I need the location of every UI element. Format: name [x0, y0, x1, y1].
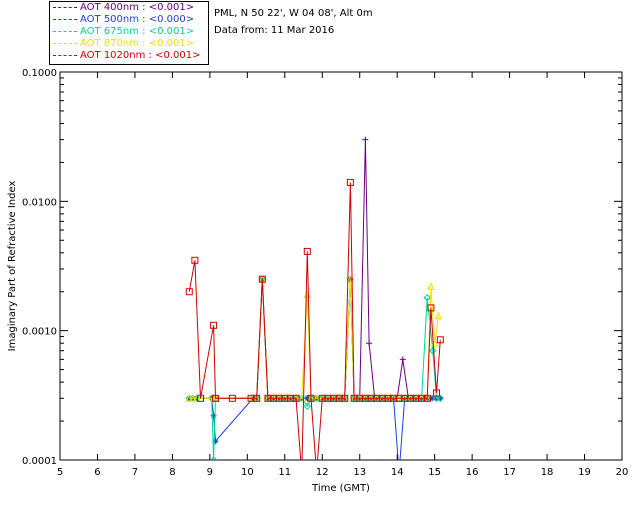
y-axis: 0.0001 0.0010 0.0100 0.1000	[22, 68, 622, 467]
data-point	[258, 275, 266, 283]
x-tick-label: 5	[57, 467, 63, 478]
data-point	[307, 394, 315, 402]
data-point	[197, 394, 204, 402]
legend-item: AOT 675nm : <0.001>	[53, 26, 194, 38]
data-point	[191, 256, 199, 264]
data-point	[366, 340, 373, 347]
legend-swatch	[53, 42, 77, 44]
x-axis: 5 6 7 8 9 10 11 12 13 14 15 16 17 18 19 20	[57, 72, 629, 478]
x-tick-label: 18	[541, 467, 554, 478]
x-tick-label: 16	[466, 467, 479, 478]
data-point	[292, 394, 300, 402]
data-point	[429, 395, 436, 402]
data-point	[433, 389, 441, 397]
data-point	[423, 394, 431, 402]
data-point	[185, 394, 194, 402]
legend-swatch	[53, 54, 77, 56]
legend-label: AOT 675nm : <0.001>	[80, 26, 195, 37]
series-aot-400nm	[186, 136, 444, 402]
x-tick-label: 12	[316, 467, 329, 478]
data-point	[312, 394, 321, 402]
data-point	[212, 438, 219, 445]
x-tick-label: 15	[428, 467, 441, 478]
data-point	[210, 412, 217, 419]
data-point	[189, 394, 197, 402]
x-tick-label: 19	[578, 467, 591, 478]
site-info: PML, N 50 22', W 04 08', Alt 0m	[214, 8, 373, 19]
data-point	[362, 136, 369, 143]
x-tick-label: 20	[616, 467, 629, 478]
data-point	[185, 288, 193, 296]
legend-label: AOT 1020nm : <0.001>	[80, 50, 201, 61]
plot-frame	[59, 71, 623, 461]
series-layer	[185, 136, 444, 476]
date-info: Data from: 11 Mar 2016	[214, 25, 335, 36]
x-axis-label: Time (GMT)	[311, 483, 370, 494]
data-point	[210, 321, 218, 329]
y-tick-label: 0.0001	[22, 456, 57, 467]
data-point	[299, 470, 305, 476]
x-tick-label: 9	[207, 467, 213, 478]
data-point	[341, 394, 349, 402]
legend-label: AOT 500nm : <0.000>	[80, 14, 195, 25]
x-tick-label: 8	[169, 467, 175, 478]
data-point	[346, 178, 354, 186]
legend-item: AOT 1020nm : <0.001>	[53, 50, 200, 62]
x-tick-label: 14	[391, 467, 404, 478]
legend-item: AOT 500nm : <0.000>	[53, 14, 194, 26]
data-point	[436, 336, 444, 344]
legend-item: AOT 400nm : <0.001>	[53, 2, 194, 14]
y-tick-label: 0.0010	[22, 327, 57, 338]
legend-swatch	[53, 30, 77, 32]
x-tick-label: 6	[94, 467, 100, 478]
data-point	[434, 311, 443, 320]
data-point	[436, 394, 444, 402]
legend-swatch	[53, 6, 77, 8]
data-point	[192, 394, 201, 402]
series-aot-870nm	[185, 275, 443, 402]
y-axis-label: Imaginary Part of Refractive Index	[7, 181, 18, 352]
y-tick-label: 0.0100	[22, 197, 57, 208]
data-point	[423, 293, 431, 302]
y-tick-label: 0.1000	[22, 68, 57, 79]
data-point	[303, 402, 311, 411]
data-point	[429, 346, 437, 355]
legend: AOT 400nm : <0.001> AOT 500nm : <0.000> AO…	[49, 1, 209, 65]
legend-label: AOT 870nm : <0.001>	[80, 38, 195, 49]
data-point	[427, 282, 435, 290]
x-tick-label: 17	[503, 467, 516, 478]
data-point	[303, 247, 311, 255]
data-point	[186, 395, 193, 402]
series-line	[189, 279, 439, 399]
x-tick-label: 13	[353, 467, 366, 478]
x-tick-label: 10	[241, 467, 254, 478]
legend-item: AOT 870nm : <0.001>	[53, 38, 194, 50]
x-tick-label: 11	[278, 467, 291, 478]
data-point	[253, 394, 261, 402]
data-point	[399, 356, 406, 363]
series-aot-1020nm	[185, 178, 444, 476]
data-point	[211, 394, 219, 402]
legend-label: AOT 400nm : <0.001>	[80, 2, 195, 13]
data-point	[304, 395, 311, 402]
x-tick-label: 7	[132, 467, 138, 478]
series-line	[189, 279, 441, 460]
data-point	[209, 456, 218, 460]
data-point	[427, 304, 435, 312]
data-point	[228, 394, 236, 402]
legend-swatch	[53, 18, 77, 20]
